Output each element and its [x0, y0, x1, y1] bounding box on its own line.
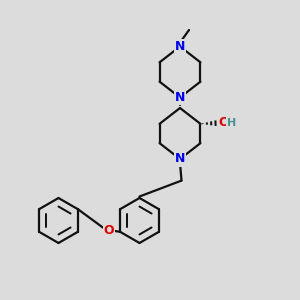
Text: O: O — [218, 116, 229, 129]
Text: O: O — [103, 224, 114, 237]
Text: N: N — [175, 40, 185, 53]
Polygon shape — [177, 101, 183, 106]
Text: H: H — [227, 118, 236, 128]
Text: N: N — [175, 152, 185, 166]
Text: N: N — [175, 91, 185, 104]
